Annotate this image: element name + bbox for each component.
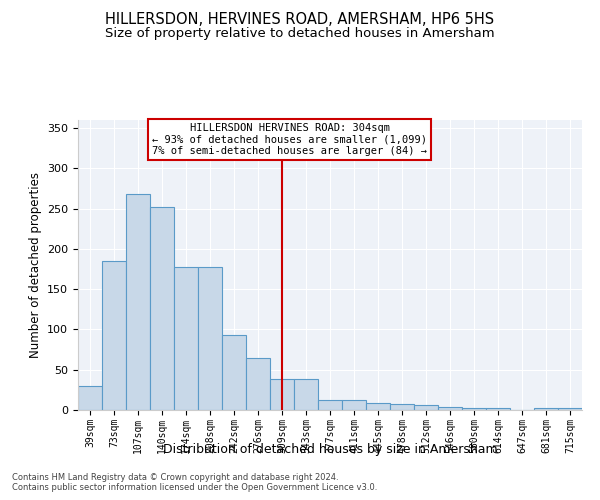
Bar [126, 194, 150, 410]
Bar [462, 408, 486, 410]
Bar [150, 207, 174, 410]
Bar [102, 261, 126, 410]
Bar [486, 408, 510, 410]
Y-axis label: Number of detached properties: Number of detached properties [29, 172, 41, 358]
Bar [390, 404, 414, 410]
Text: Distribution of detached houses by size in Amersham: Distribution of detached houses by size … [163, 442, 497, 456]
Bar [222, 335, 246, 410]
Bar [414, 405, 438, 410]
Bar [294, 380, 318, 410]
Text: HILLERSDON HERVINES ROAD: 304sqm
← 93% of detached houses are smaller (1,099)
7%: HILLERSDON HERVINES ROAD: 304sqm ← 93% o… [152, 123, 427, 156]
Text: Size of property relative to detached houses in Amersham: Size of property relative to detached ho… [105, 28, 495, 40]
Bar [78, 386, 102, 410]
Bar [198, 266, 222, 410]
Bar [270, 378, 294, 410]
Bar [318, 400, 342, 410]
Text: Contains HM Land Registry data © Crown copyright and database right 2024.: Contains HM Land Registry data © Crown c… [12, 472, 338, 482]
Bar [342, 400, 366, 410]
Bar [366, 403, 390, 410]
Bar [558, 408, 582, 410]
Text: Contains public sector information licensed under the Open Government Licence v3: Contains public sector information licen… [12, 482, 377, 492]
Bar [534, 408, 558, 410]
Bar [246, 358, 270, 410]
Bar [438, 407, 462, 410]
Text: HILLERSDON, HERVINES ROAD, AMERSHAM, HP6 5HS: HILLERSDON, HERVINES ROAD, AMERSHAM, HP6… [106, 12, 494, 28]
Bar [174, 266, 198, 410]
